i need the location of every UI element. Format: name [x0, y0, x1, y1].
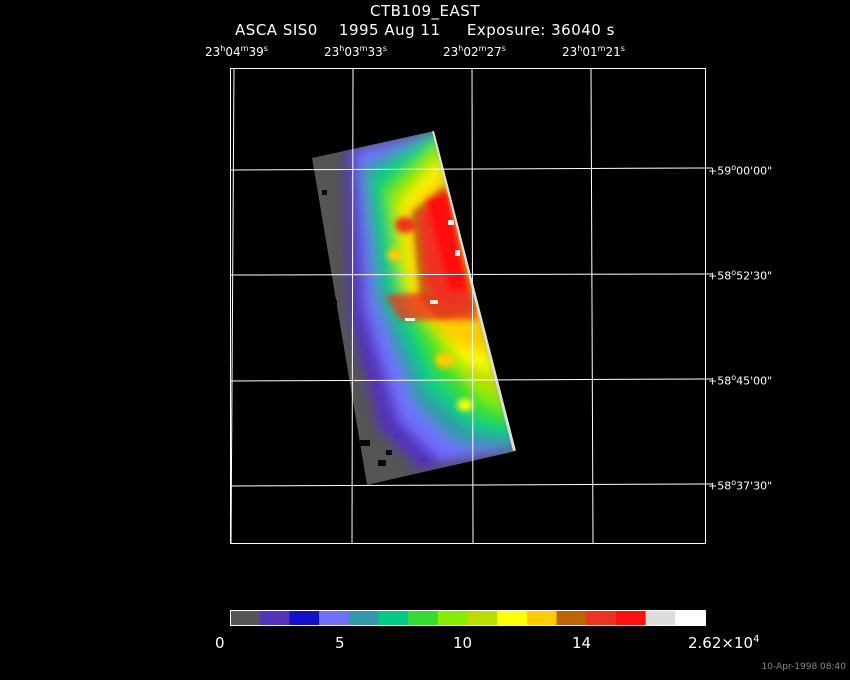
instrument-label: ASCA SIS0	[235, 21, 318, 39]
colorbar-swatch	[526, 610, 558, 625]
ra-tick-label-3: 23h02m27s	[443, 44, 506, 59]
ra-tick-label-2: 23h03m33s	[324, 44, 387, 59]
colorbar-swatch	[348, 610, 379, 625]
detector-chip-image	[312, 131, 516, 485]
colorbar-swatch	[259, 610, 290, 625]
colorbar-swatch	[289, 610, 320, 625]
colorbar-swatch	[645, 610, 676, 625]
colorbar-swatch	[497, 610, 528, 625]
colorbar-label-10: 10	[453, 634, 473, 652]
colorbar-border	[230, 610, 706, 626]
colorbar-swatch	[586, 610, 617, 625]
observation-info: ASCA SIS0 1995 Aug 11 Exposure: 36040 s	[0, 21, 850, 39]
image-title: CTB109_EAST	[370, 2, 480, 20]
colorbar-swatch	[556, 610, 587, 625]
ra-tick-label-1: 23h04m39s	[205, 44, 268, 59]
colorbar-swatch	[675, 610, 706, 625]
date-label: 1995 Aug 11	[338, 21, 441, 39]
timestamp: 10-Apr-1998 08:40	[761, 662, 846, 672]
colorbar-swatch	[378, 610, 409, 625]
dec-tick-label-1: +59o00'00"	[708, 163, 773, 178]
colorbar-label-max: 2.62×104	[688, 634, 760, 652]
colorbar-label-14: 14	[572, 634, 592, 652]
dec-tick-label-4: +58o37'30"	[708, 478, 773, 493]
colorbar-label-0: 0	[215, 634, 225, 652]
colorbar-swatch	[615, 610, 647, 625]
plot-frame	[230, 68, 706, 544]
coordinate-grid	[229, 67, 712, 544]
dec-tick-label-2: +58o52'30"	[708, 268, 773, 283]
colorbar-label-5: 5	[335, 634, 345, 652]
colorbar-swatch	[467, 610, 498, 625]
ra-tick-label-4: 23h01m21s	[562, 44, 625, 59]
colorbar-swatch	[319, 610, 350, 625]
colorbar-swatch	[437, 610, 468, 625]
dec-tick-label-3: +58o45'00"	[708, 373, 773, 388]
exposure-label: Exposure: 36040 s	[466, 21, 615, 39]
colorbar-swatch	[230, 610, 261, 625]
colorbar-swatch	[408, 610, 439, 625]
colorbar	[230, 610, 706, 626]
